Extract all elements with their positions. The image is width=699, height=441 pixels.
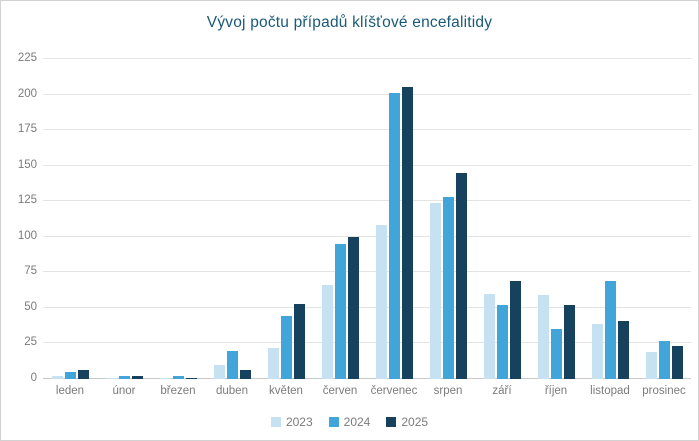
x-tick-label: říjen — [544, 385, 568, 397]
plot-area — [43, 58, 691, 379]
gridline — [43, 342, 691, 344]
bar-listopad-2025 — [617, 321, 629, 379]
gridline — [43, 271, 691, 273]
bar-září-2025 — [509, 281, 521, 379]
x-tick-label: červen — [322, 385, 358, 397]
gridline — [43, 200, 691, 202]
gridline — [43, 235, 691, 237]
y-tick-label: 75 — [24, 265, 37, 278]
y-tick-label: 200 — [17, 87, 37, 100]
x-tick-label: březen — [160, 385, 196, 397]
bar-květen-2023 — [267, 348, 279, 379]
bar-červen-2024 — [334, 244, 346, 379]
bar-říjen-2025 — [563, 305, 575, 379]
bar-září-2024 — [496, 305, 508, 379]
y-tick-label: 225 — [17, 52, 37, 64]
bar-group-listopad — [583, 59, 637, 379]
x-tick-label: květen — [269, 385, 303, 397]
gridline — [43, 306, 691, 308]
legend-item-2023: 2023 — [270, 415, 313, 429]
x-tick-label: srpen — [433, 385, 463, 397]
x-tick-label: leden — [55, 385, 85, 397]
bar-červenec-2025 — [401, 87, 413, 379]
bar-prosinec-2025 — [671, 346, 683, 379]
bar-group-červen — [313, 59, 367, 379]
bar-prosinec-2023 — [645, 352, 657, 379]
bar-srpen-2024 — [442, 197, 454, 379]
legend-label: 2024 — [343, 415, 371, 429]
x-axis-line — [43, 378, 691, 379]
x-tick-label: červenec — [370, 385, 418, 397]
bar-group-červenec — [367, 59, 421, 379]
bar-listopad-2024 — [604, 281, 616, 379]
y-tick-label: 100 — [17, 229, 37, 242]
bar-srpen-2023 — [429, 203, 441, 379]
bar-únor-2024 — [118, 376, 130, 379]
bar-leden-2024 — [64, 372, 76, 379]
x-tick-label: listopad — [590, 385, 630, 397]
bar-group-říjen — [529, 59, 583, 379]
legend-label: 2023 — [285, 415, 313, 429]
bar-leden-2023 — [51, 376, 63, 379]
bar-říjen-2024 — [550, 329, 562, 379]
bar-září-2023 — [483, 294, 495, 379]
bar-červenec-2024 — [388, 93, 400, 379]
bar-leden-2025 — [77, 370, 89, 379]
bar-únor-2023 — [105, 378, 117, 379]
gridline — [43, 164, 691, 166]
bar-červenec-2023 — [375, 225, 387, 379]
x-tick-label: září — [492, 385, 512, 397]
x-tick-label: duben — [216, 385, 248, 397]
bar-prosinec-2024 — [658, 341, 670, 379]
gridline — [43, 129, 691, 131]
bar-březen-2023 — [159, 378, 171, 379]
gridline — [43, 93, 691, 95]
bar-duben-2023 — [213, 365, 225, 379]
bar-group-únor — [97, 59, 151, 379]
y-tick-label: 50 — [24, 300, 37, 313]
bar-srpen-2025 — [455, 173, 467, 379]
legend-swatch-2025 — [386, 417, 397, 427]
bar-group-leden — [43, 59, 97, 379]
bar-říjen-2023 — [537, 295, 549, 379]
gridline — [43, 58, 691, 59]
bar-únor-2025 — [131, 376, 143, 379]
bar-group-duben — [205, 59, 259, 379]
legend-swatch-2024 — [328, 417, 339, 427]
bar-květen-2025 — [293, 304, 305, 379]
x-tick-label: prosinec — [642, 385, 686, 397]
legend-swatch-2023 — [270, 417, 281, 427]
bar-duben-2025 — [239, 370, 251, 379]
bar-červen-2025 — [347, 237, 359, 379]
bar-listopad-2023 — [591, 324, 603, 379]
legend-item-2024: 2024 — [328, 415, 371, 429]
legend: 2023 2024 2025 — [1, 415, 698, 429]
bar-group-březen — [151, 59, 205, 379]
y-tick-label: 125 — [17, 194, 37, 207]
legend-label: 2025 — [401, 415, 429, 429]
bar-group-září — [475, 59, 529, 379]
y-tick-label: 25 — [24, 336, 37, 349]
bar-group-prosinec — [637, 59, 691, 379]
bar-group-srpen — [421, 59, 475, 379]
chart-title: Vývoj počtu případů klíšťové encefalitid… — [206, 14, 493, 31]
bar-duben-2024 — [226, 351, 238, 379]
x-tick-label: únor — [112, 385, 136, 397]
y-tick-label: 0 — [30, 372, 37, 384]
bar-březen-2025 — [185, 378, 197, 379]
legend-item-2025: 2025 — [386, 415, 428, 429]
bar-květen-2024 — [280, 316, 292, 379]
y-tick-label: 175 — [17, 123, 37, 136]
bar-group-květen — [259, 59, 313, 379]
bar-červen-2023 — [321, 285, 333, 379]
y-tick-label: 150 — [17, 158, 37, 171]
bar-březen-2024 — [172, 376, 184, 379]
